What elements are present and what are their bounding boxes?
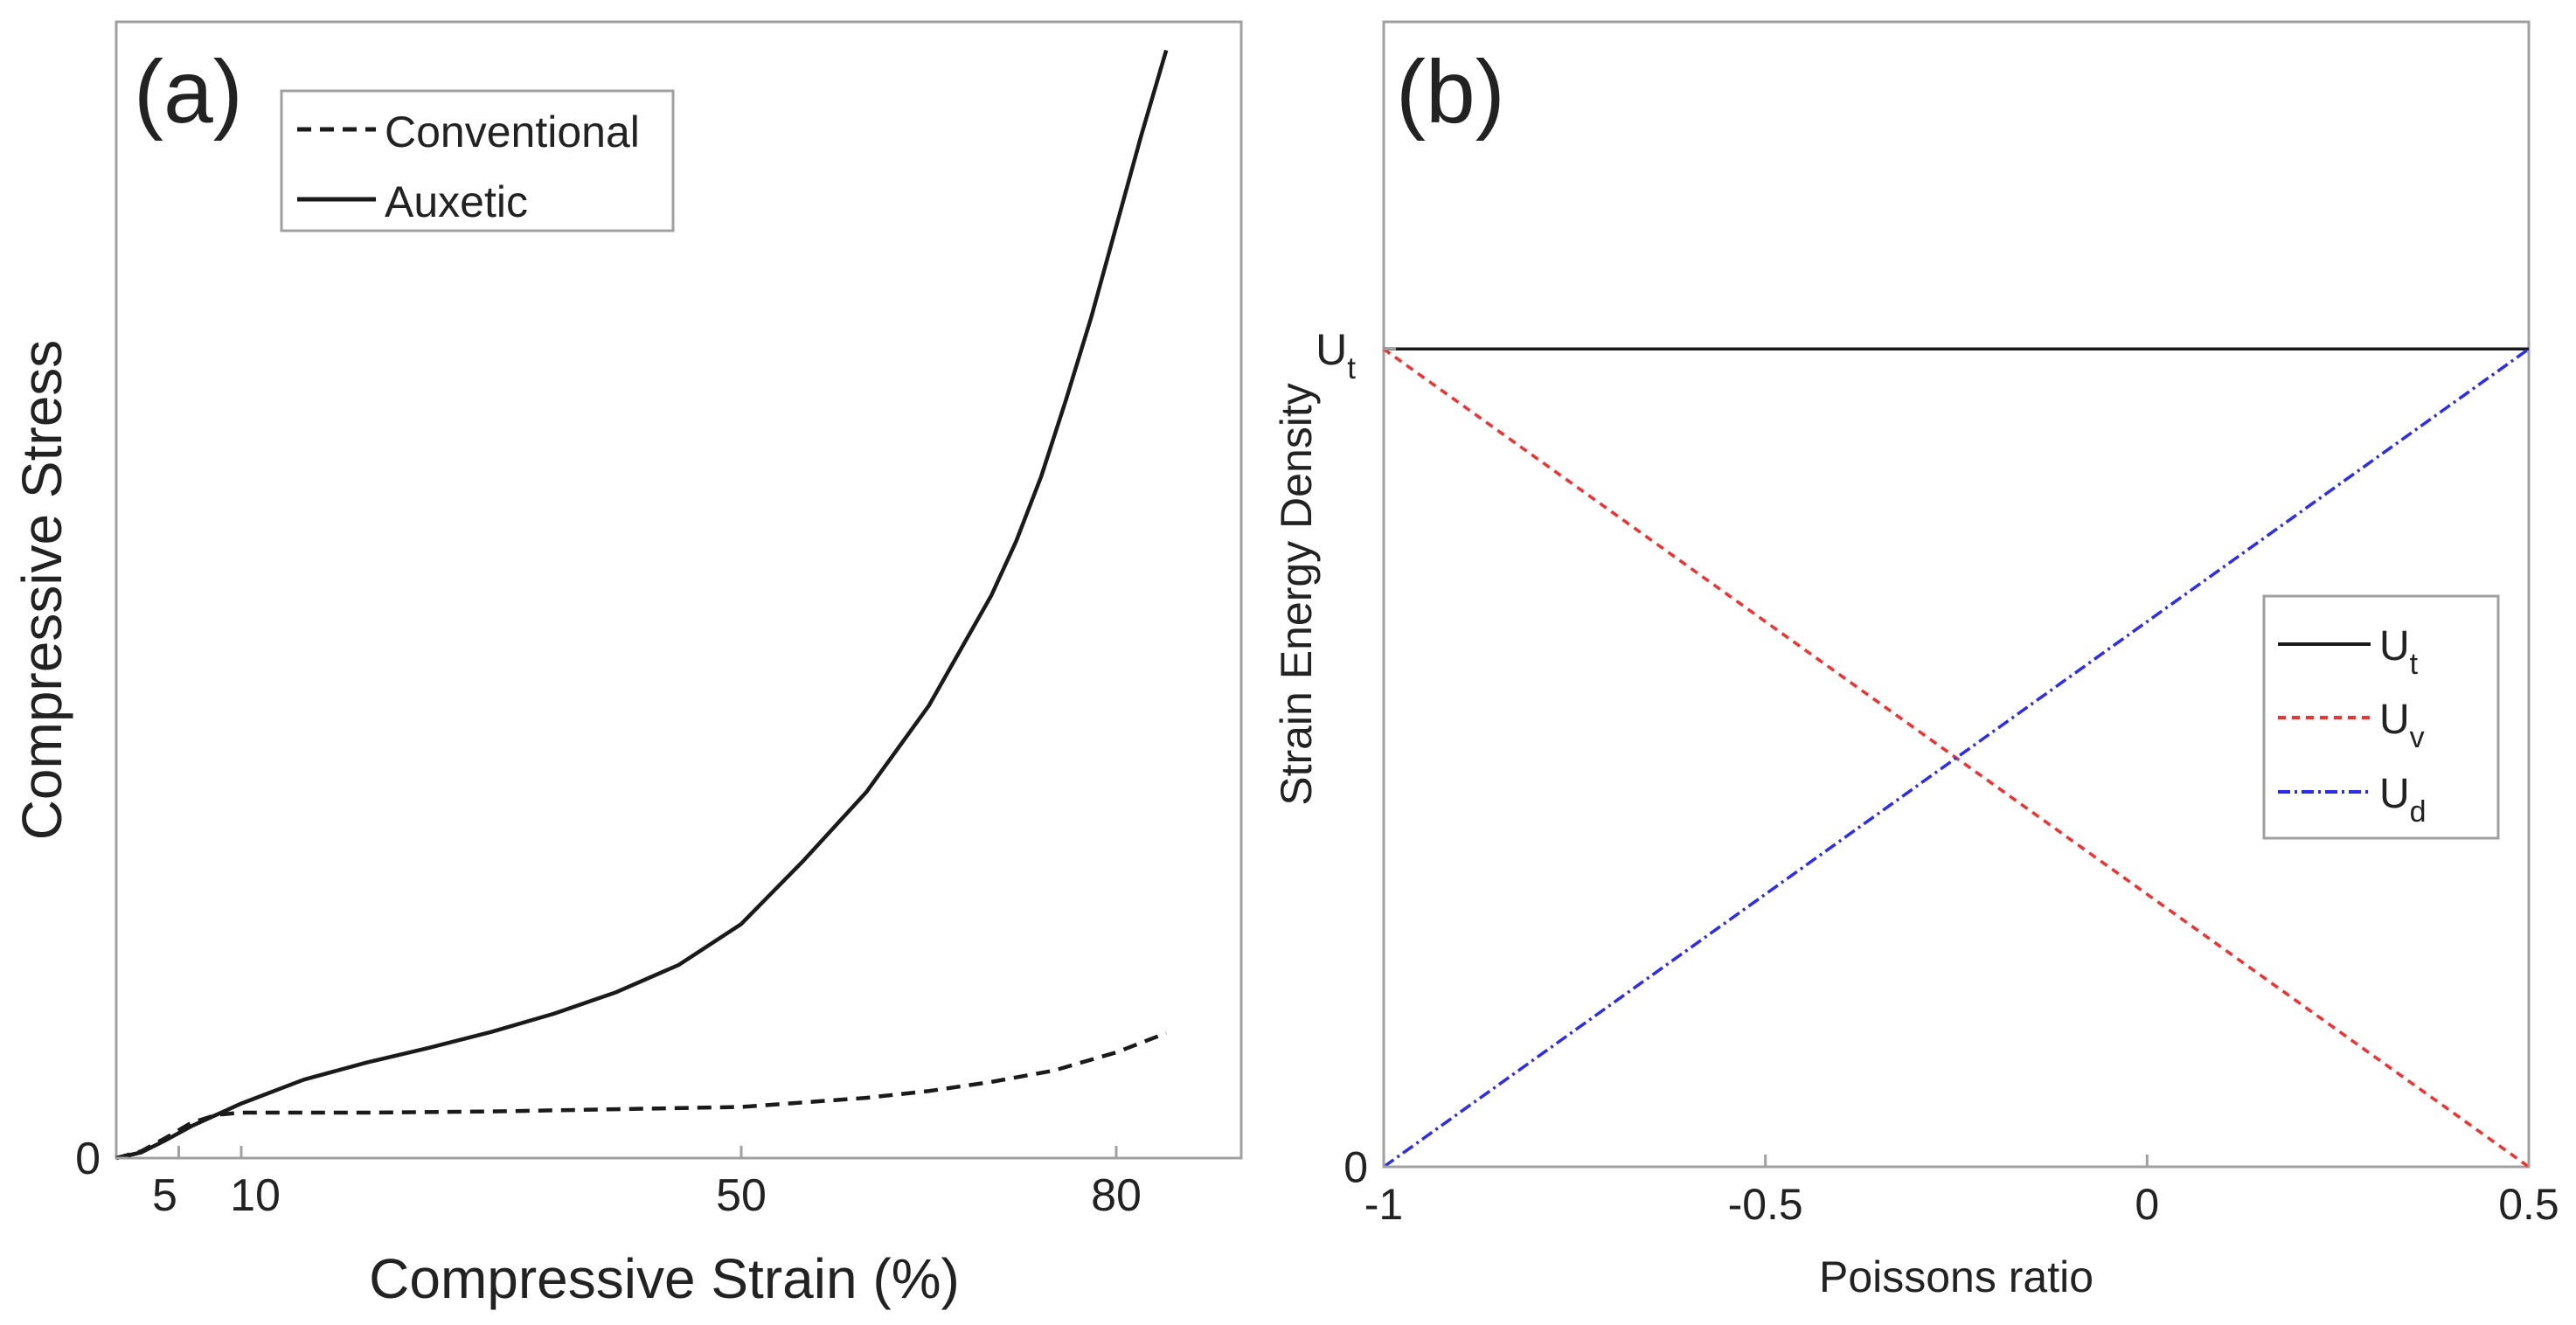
- legend-label-auxetic: Auxetic: [385, 177, 528, 226]
- legend-label-ut: Ut: [2379, 623, 2419, 681]
- y-tick-label: 0: [1344, 1143, 1368, 1192]
- legend-label-ud: Ud: [2379, 771, 2427, 829]
- panel-b-axes-box: [1382, 20, 2531, 1169]
- series-line-ud: [1382, 347, 2531, 1169]
- panel-a-series-layer: [115, 49, 1169, 1161]
- panel-b-label: (b): [1396, 42, 1505, 142]
- panel-b-x-axis-label: Poissons ratio: [1819, 1252, 2093, 1301]
- legend-label-uv: Uv: [2379, 697, 2425, 754]
- x-tick-label: 0.5: [2498, 1180, 2559, 1229]
- x-tick-label: 5: [152, 1170, 177, 1221]
- panel-b-legend: Ut Uv Ud: [2262, 594, 2500, 840]
- x-tick-label: 50: [716, 1170, 767, 1221]
- series-line-auxetic: [115, 49, 1169, 1161]
- panel-b: -1 -0.5 0 0.5 0 Ut (b) Poissons ratio Strain …: [1272, 20, 2559, 1301]
- x-tick-label: -0.5: [1728, 1180, 1803, 1229]
- x-tick-label: 80: [1091, 1170, 1142, 1221]
- x-tick-label: -1: [1364, 1180, 1403, 1229]
- panel-a-x-axis-label: Compressive Strain (%): [369, 1247, 960, 1310]
- y-tick-label: 0: [75, 1134, 101, 1184]
- x-tick-label: 0: [2135, 1180, 2159, 1229]
- panel-b-legend-box: [2262, 594, 2500, 840]
- panel-b-tick-layer: -1 -0.5 0 0.5 0 Ut: [1316, 325, 2559, 1229]
- panel-b-series-layer: [1382, 347, 2531, 1169]
- y-tick-label: Ut: [1316, 325, 1356, 385]
- panel-a-legend-box: [280, 89, 675, 232]
- series-line-conventional: [115, 1030, 1168, 1161]
- x-tick-label: 10: [230, 1170, 281, 1221]
- panel-a-tick-layer: 5 10 50 80 0: [75, 1134, 1142, 1221]
- panel-a-label: (a): [134, 42, 243, 142]
- panel-b-y-axis-label: Strain Energy Density: [1272, 383, 1321, 806]
- legend-label-conventional: Conventional: [385, 108, 640, 156]
- panel-a-legend: Conventional Auxetic: [280, 89, 675, 232]
- panel-a-y-axis-label: Compressive Stress: [10, 340, 73, 841]
- panel-a: 5 10 50 80 0 (a) Compressive Strain (%) Comp…: [10, 20, 1243, 1310]
